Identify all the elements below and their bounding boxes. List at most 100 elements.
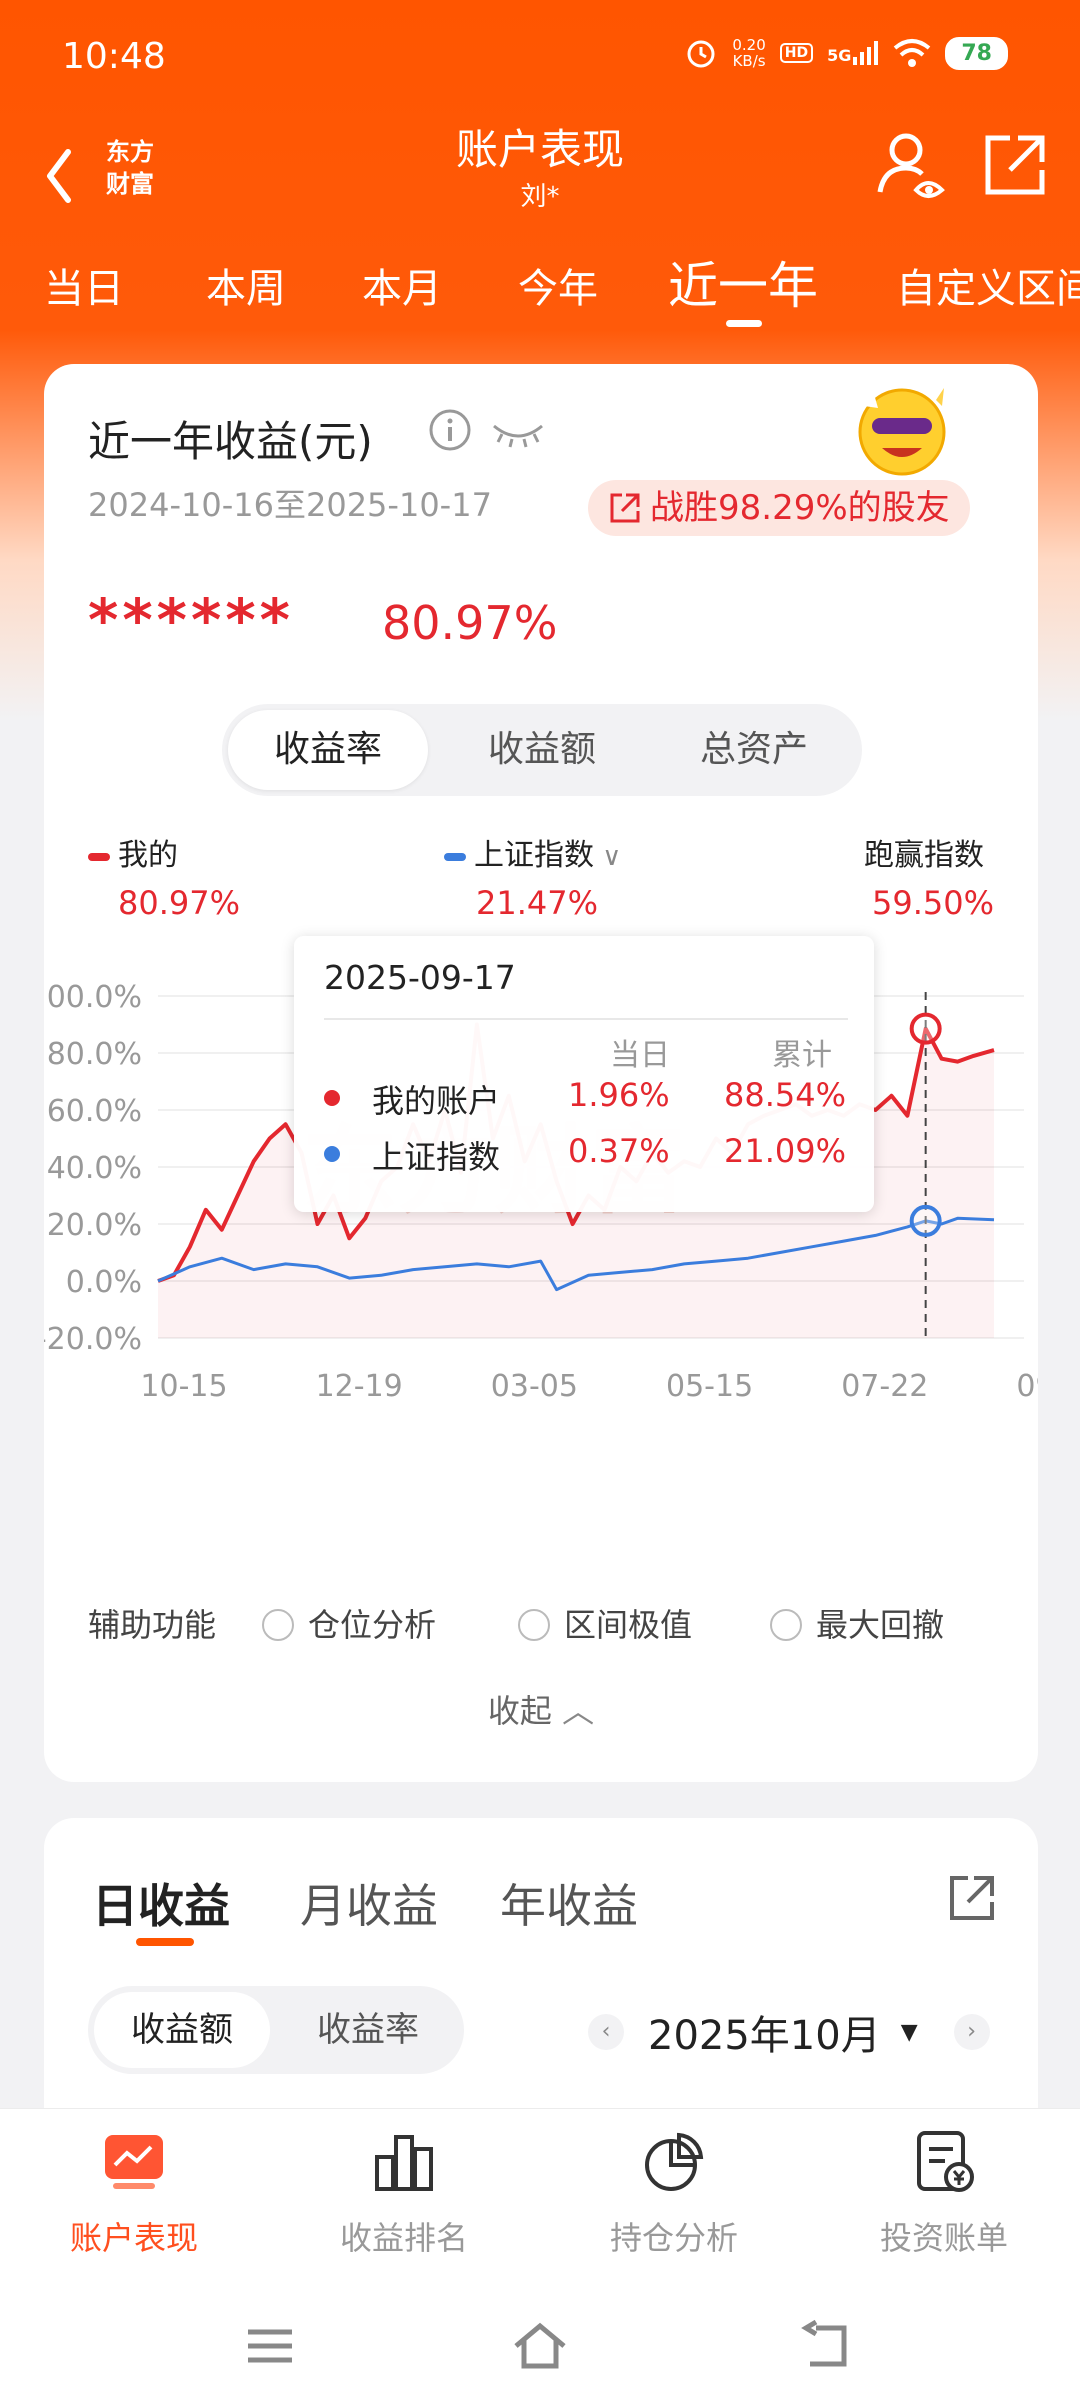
wifi-icon [894, 39, 931, 67]
aux-label: 辅助功能 [88, 1606, 217, 1644]
signal-label: 5G [827, 46, 852, 65]
brand-logo: 东方 财富 [98, 130, 162, 206]
info-icon[interactable] [428, 408, 472, 452]
legend-beat-value: 59.50% [872, 884, 995, 922]
nav-label: 持仓分析 [609, 2219, 738, 2257]
tooltip-mine-cum: 88.54% [724, 1076, 847, 1114]
beat-peers-badge[interactable]: 战胜98.29%的股友 [588, 480, 970, 536]
x-tick-label: 07-22 [841, 1369, 928, 1404]
aux-option-label: 仓位分析 [308, 1606, 437, 1644]
share-icon[interactable] [980, 130, 1050, 200]
chart-tooltip: 2025-09-17 当日 累计 我的账户 1.96% 88.54% 上证指数 … [294, 936, 874, 1212]
chevron-up-icon: ︿ [562, 1692, 595, 1730]
back-icon[interactable] [796, 2316, 856, 2376]
y-tick-label: 40.0% [47, 1151, 142, 1186]
back-arrow-icon[interactable] [38, 134, 98, 214]
metric-return-amount[interactable]: 收益额 [487, 729, 596, 770]
tab-one-year[interactable]: 近一年 [668, 257, 818, 315]
radio-icon [518, 1609, 550, 1641]
nav-label: 投资账单 [879, 2219, 1008, 2257]
month-navigator: ‹ 2025年10月 ▼ › [588, 1994, 990, 2070]
tab-today[interactable]: 当日 [44, 266, 124, 312]
tooltip-date: 2025-09-17 [324, 958, 516, 997]
mine-area [158, 1024, 994, 1338]
status-bar: 10:48 0.20 KB/s HD 5G 78 [0, 0, 1080, 116]
tooltip-col-day: 当日 [610, 1038, 670, 1073]
x-tick-label: 05-15 [666, 1369, 753, 1404]
tab-week[interactable]: 本周 [206, 266, 286, 312]
card-title: 近一年收益(元) [88, 417, 373, 466]
tooltip-index-name: 上证指数 [372, 1138, 501, 1176]
tab-custom-range[interactable]: 自定义区间 [896, 266, 1080, 312]
y-tick-label: 60.0% [47, 1094, 142, 1129]
legend-index-selector[interactable]: 上证指数 ∨ [444, 830, 621, 874]
aux-range-extremes[interactable]: 区间极值 [518, 1600, 692, 1646]
tab-monthly-return[interactable]: 月收益 [300, 1879, 438, 1933]
battery-icon: 78 [945, 36, 1008, 70]
legend-index-swatch [444, 852, 466, 861]
metric-return-rate[interactable]: 收益率 [228, 710, 428, 790]
nav-account-performance[interactable]: 账户表现 [34, 2127, 234, 2259]
nav-return-ranking[interactable]: 收益排名 [304, 2127, 504, 2259]
x-tick-label: 09-25 [1016, 1369, 1038, 1404]
aux-option-label: 区间极值 [564, 1606, 693, 1644]
mine-highlight-point [909, 1012, 942, 1045]
menu-icon[interactable] [240, 2316, 300, 2376]
x-tick-label: 10-15 [140, 1369, 227, 1404]
pie-chart-icon [645, 2132, 704, 2191]
logo-text-2: 财富 [106, 170, 154, 198]
hd-icon: HD [779, 43, 814, 63]
status-time: 10:48 [62, 36, 166, 77]
tab-yearly-return[interactable]: 年收益 [500, 1879, 638, 1933]
tooltip-mine-day: 1.96% [568, 1076, 670, 1114]
logo-text-1: 东方 [106, 138, 154, 166]
return-percent: 80.97% [382, 596, 558, 650]
prev-month-icon[interactable]: ‹ [588, 2014, 624, 2050]
month-label[interactable]: 2025年10月 [648, 2013, 881, 2059]
net-speed-unit: KB/s [732, 52, 766, 70]
masked-amount: ****** [88, 586, 294, 654]
tooltip-index-cum: 21.09% [724, 1132, 847, 1170]
performance-card: 近一年收益(元) 2024-10-16至2025-10-17 战胜98.29%的… [44, 364, 1038, 1782]
beat-text: 战胜98.29%的股友 [650, 488, 950, 528]
home-icon[interactable] [510, 2316, 570, 2376]
page-title: 账户表现 [455, 125, 624, 174]
tooltip-index-dot [324, 1146, 340, 1162]
y-tick-label: 0.0% [66, 1265, 142, 1300]
next-month-icon[interactable]: › [953, 2014, 990, 2050]
nav-label: 账户表现 [69, 2219, 198, 2257]
status-icons: 0.20 KB/s HD 5G 78 [684, 36, 1008, 70]
metric-total-assets[interactable]: 总资产 [699, 729, 808, 770]
legend-index-label: 上证指数 [474, 838, 594, 873]
aux-max-drawdown[interactable]: 最大回撤 [770, 1600, 944, 1646]
tab-month[interactable]: 本月 [362, 266, 442, 312]
y-tick-label: 80.0% [47, 1037, 142, 1072]
aux-position-analysis[interactable]: 仓位分析 [262, 1600, 436, 1646]
tab-daily-return[interactable]: 日收益 [92, 1879, 230, 1933]
tab-ytd[interactable]: 今年 [518, 266, 598, 312]
system-nav-bar [0, 2294, 1080, 2400]
share-icon[interactable] [944, 1870, 1000, 1926]
seg-return-rate[interactable]: 收益率 [317, 2010, 419, 2050]
nav-holdings-analysis[interactable]: 持仓分析 [574, 2127, 774, 2259]
index-series-line [157, 1216, 995, 1292]
tooltip-mine-name: 我的账户 [372, 1082, 501, 1120]
eye-closed-icon[interactable] [490, 412, 546, 452]
nav-investment-statement[interactable]: 投资账单 [844, 2127, 1044, 2259]
daily-tab-indicator [136, 1938, 194, 1946]
legend-mine-label: 我的 [118, 838, 178, 873]
user-view-icon[interactable] [872, 126, 952, 206]
net-speed-value: 0.20 [732, 36, 766, 54]
tooltip-col-cum: 累计 [772, 1038, 832, 1073]
legend-beat-label: 跑赢指数 [864, 838, 984, 873]
seg-return-amount[interactable]: 收益额 [94, 1992, 270, 2068]
legend-mine: 我的 [88, 830, 178, 874]
collapse-button[interactable]: 收起 ︿ [44, 1686, 1038, 1732]
y-tick-label: 20.0% [47, 1208, 142, 1243]
radio-icon [262, 1609, 294, 1641]
app-header: 东方 财富 账户表现 刘* [0, 116, 1080, 236]
active-tab-indicator [726, 320, 762, 327]
caret-down-icon[interactable]: ▼ [900, 2019, 918, 2045]
aux-option-label: 最大回撤 [816, 1606, 945, 1644]
legend-mine-value: 80.97% [118, 884, 241, 922]
